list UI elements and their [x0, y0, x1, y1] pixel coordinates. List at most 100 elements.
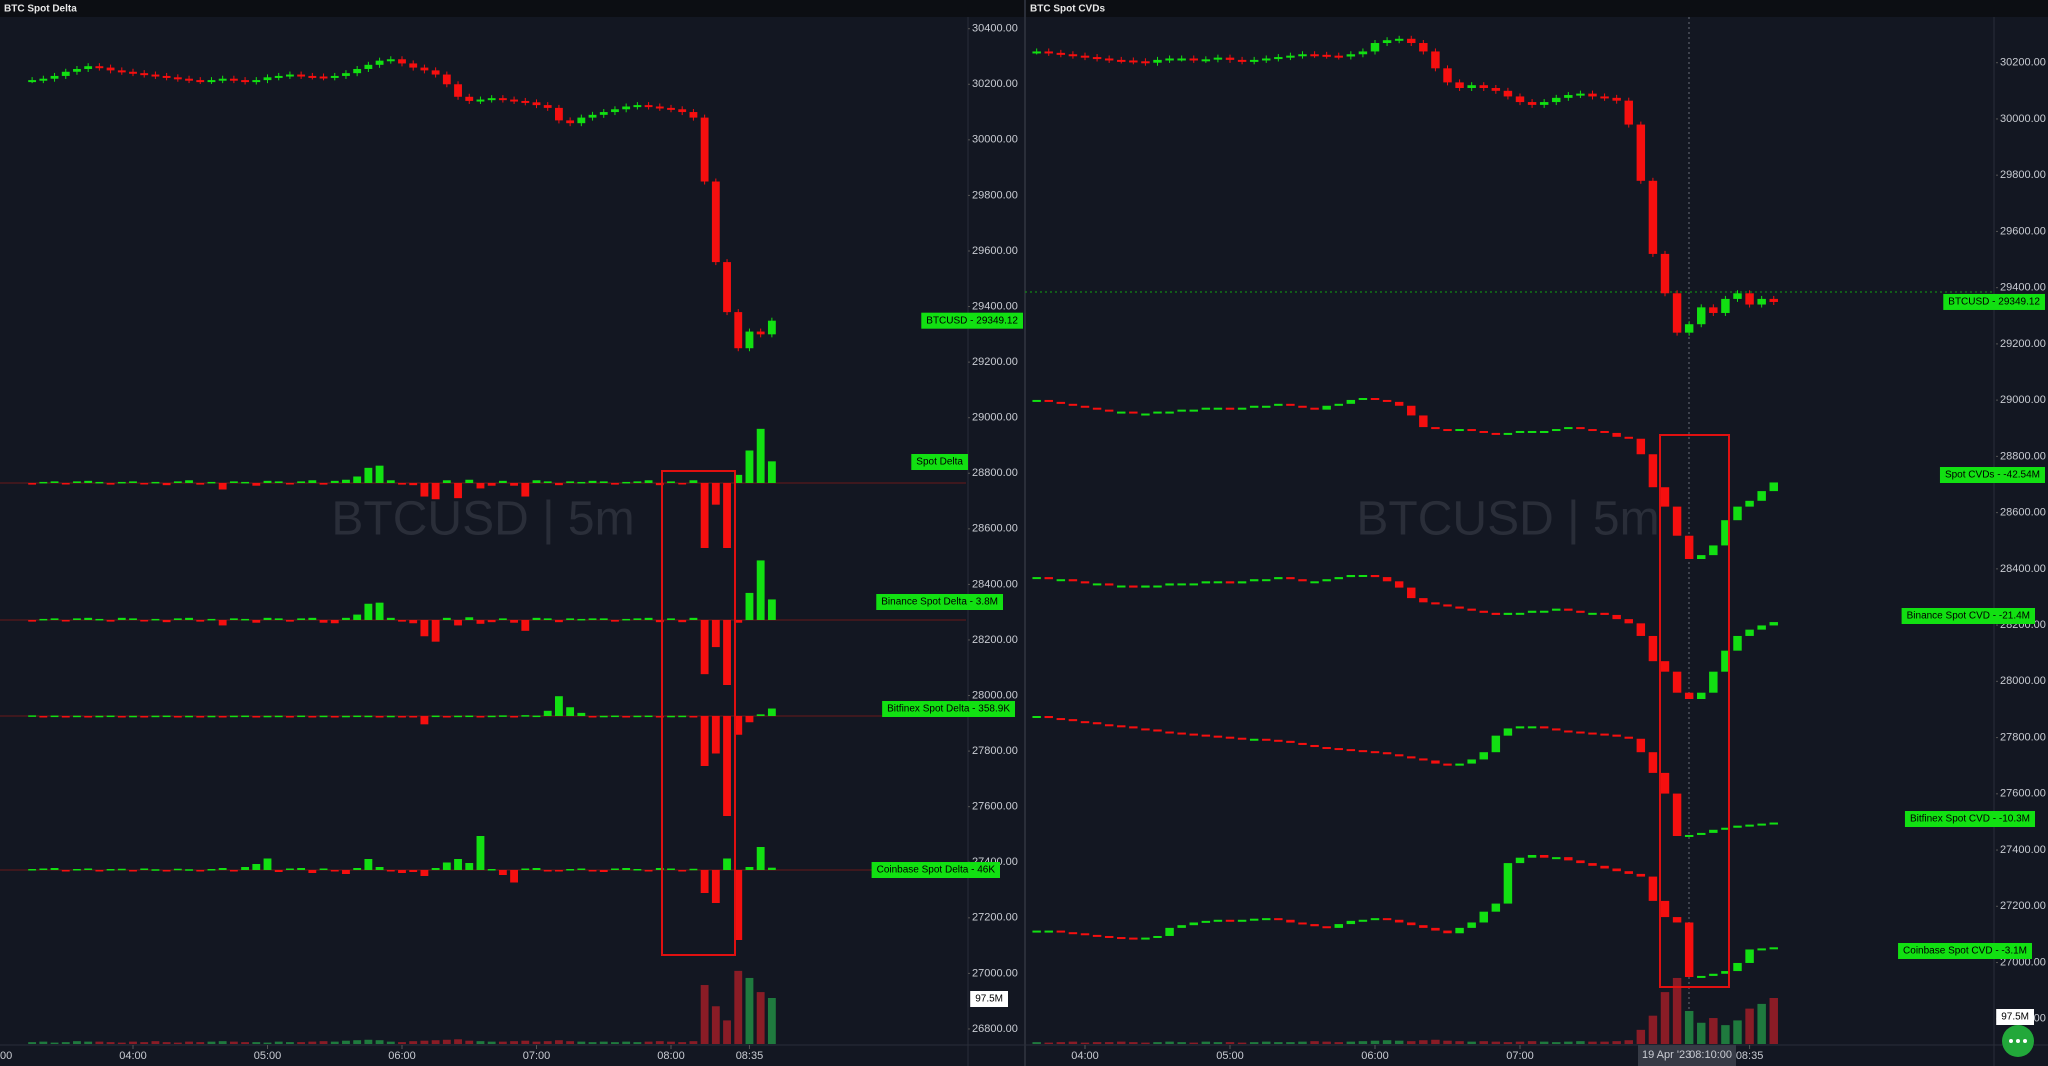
delta-bar — [521, 620, 530, 631]
cvd-candle — [1056, 718, 1066, 721]
volume-bar — [1467, 1041, 1476, 1044]
cvd-candle — [1358, 750, 1368, 753]
value-tag — [921, 312, 1023, 329]
delta-bar — [319, 868, 328, 870]
delta-bar — [353, 868, 362, 870]
cvd-candle — [1648, 635, 1658, 662]
delta-bar — [185, 480, 193, 483]
value-tag-text: Coinbase Spot CVD - -3.1M — [1903, 946, 2027, 957]
y-tick-label: 29400.00 — [972, 300, 1018, 312]
cvd-candle — [1431, 760, 1440, 764]
delta-bar — [611, 715, 619, 718]
value-tag — [1898, 943, 2032, 959]
delta-bar — [588, 716, 597, 718]
cvd-candle — [1612, 614, 1621, 620]
volume-bar — [554, 1040, 563, 1044]
delta-bar — [252, 620, 261, 623]
delta-bar — [689, 868, 698, 871]
delta-bar — [454, 620, 462, 626]
volume-bar — [476, 1041, 485, 1044]
delta-bar — [767, 461, 776, 483]
cvd-candle — [1769, 482, 1778, 492]
cvd-candle — [1709, 973, 1718, 976]
delta-bar — [431, 620, 440, 642]
delta-bar — [297, 868, 306, 870]
cvd-candle — [1213, 735, 1223, 738]
cvd-candle — [1552, 728, 1561, 731]
candle — [1370, 43, 1380, 52]
cvd-candle — [1503, 863, 1513, 904]
cvd-candle — [1201, 734, 1211, 737]
candle — [1141, 61, 1150, 64]
cvd-candle — [1189, 733, 1198, 736]
candle — [1636, 124, 1646, 181]
delta-bar — [633, 869, 642, 871]
delta-bar — [476, 716, 485, 718]
volume-bar — [588, 1042, 597, 1044]
value-tag-text: Bitfinex Spot CVD - -10.3M — [1910, 814, 2030, 825]
delta-bar — [622, 716, 631, 718]
delta-bar — [263, 617, 272, 620]
cvd-candle — [1310, 924, 1319, 927]
candle — [39, 78, 48, 81]
cvd-candle — [1249, 738, 1259, 741]
cvd-candle — [1104, 409, 1114, 412]
delta-bar — [297, 618, 306, 620]
cvd-candle — [1298, 742, 1307, 745]
y-tick-label: 29400.00 — [2000, 282, 2046, 294]
cvd-candle — [1080, 721, 1090, 724]
delta-bar — [510, 620, 519, 623]
cvd-candle — [1443, 604, 1452, 607]
delta-bar — [106, 869, 115, 871]
candle — [84, 66, 93, 69]
cvd-candle — [1539, 430, 1549, 433]
delta-bar — [308, 617, 317, 620]
delta-bar — [185, 715, 193, 718]
volume-bar — [1576, 1041, 1585, 1044]
candle — [767, 320, 776, 335]
delta-bar — [162, 620, 171, 623]
y-tick-label: 29600.00 — [2000, 225, 2046, 237]
delta-bar — [711, 716, 720, 754]
candle — [297, 74, 306, 77]
candle — [1382, 40, 1392, 44]
marks: 30400.00 30200.00 30000.00 29800.00 29600.00… — [0, 23, 2046, 1062]
volume-bar — [1201, 1041, 1211, 1044]
volume-bar — [1745, 1008, 1754, 1044]
delta-bar — [252, 483, 261, 486]
delta-bar — [330, 480, 339, 483]
candle — [1600, 96, 1609, 99]
volume-bar — [398, 1042, 406, 1044]
cvd-candle — [1419, 758, 1428, 761]
delta-bar — [588, 618, 597, 620]
volume-bar — [140, 1042, 149, 1044]
volume-bar — [510, 1041, 519, 1044]
candle — [1322, 54, 1331, 57]
highlight-box — [661, 470, 736, 956]
delta-bar — [319, 483, 328, 485]
delta-bar — [319, 620, 328, 623]
cvd-candle — [1068, 579, 1078, 582]
candle — [633, 105, 642, 108]
delta-bar — [442, 617, 451, 620]
cvd-candle — [1044, 399, 1053, 402]
delta-bar — [50, 618, 59, 620]
delta-bar — [476, 836, 485, 870]
cvd-candle — [1491, 612, 1501, 615]
volume-bar — [95, 1041, 104, 1044]
delta-bar — [207, 715, 216, 718]
cvd-candle — [1177, 925, 1186, 928]
candle — [723, 262, 731, 313]
cvd-candle — [1600, 612, 1609, 615]
candle — [129, 71, 137, 74]
cvd-candle — [1539, 855, 1549, 858]
delta-bar — [28, 715, 37, 717]
cvd-candle — [1189, 583, 1198, 586]
cvd-candle — [1382, 918, 1392, 921]
volume-bar — [1394, 1040, 1404, 1044]
candle — [1648, 180, 1658, 254]
y-tick-label: 28800.00 — [972, 467, 1018, 479]
candle — [1274, 57, 1283, 60]
delta-bar — [554, 620, 563, 623]
cvd-candle — [1370, 751, 1380, 754]
